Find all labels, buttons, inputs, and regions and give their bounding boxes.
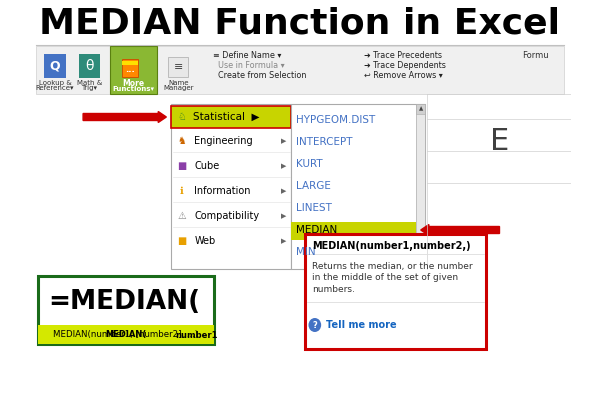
Text: LINEST: LINEST bbox=[296, 203, 332, 213]
Text: Web: Web bbox=[195, 236, 216, 246]
FancyBboxPatch shape bbox=[122, 59, 138, 77]
Text: in the middle of the set of given: in the middle of the set of given bbox=[312, 273, 458, 282]
Text: ⚠: ⚠ bbox=[177, 211, 186, 221]
Bar bbox=[122, 61, 138, 65]
Circle shape bbox=[308, 318, 321, 332]
FancyArrow shape bbox=[420, 225, 500, 235]
Text: Formu: Formu bbox=[522, 51, 549, 59]
Text: Statistical  ▶: Statistical ▶ bbox=[193, 112, 259, 122]
Bar bbox=[416, 104, 425, 269]
Text: MEDIAN(number1,number2,): MEDIAN(number1,number2,) bbox=[312, 241, 471, 251]
Text: ➜ Trace Dependents: ➜ Trace Dependents bbox=[364, 61, 446, 69]
Text: Name: Name bbox=[168, 80, 189, 86]
Text: Engineering: Engineering bbox=[195, 136, 253, 146]
Text: Trig▾: Trig▾ bbox=[81, 85, 98, 91]
Text: ▶: ▶ bbox=[282, 138, 287, 144]
Text: More: More bbox=[123, 79, 145, 89]
Text: MIN: MIN bbox=[296, 247, 316, 257]
Text: MEDIAN(number1, [number2], ...): MEDIAN(number1, [number2], ...) bbox=[53, 330, 198, 340]
Text: ↩ Remove Arrows ▾: ↩ Remove Arrows ▾ bbox=[364, 71, 443, 79]
Text: ■: ■ bbox=[177, 236, 186, 246]
Text: ℹ: ℹ bbox=[180, 186, 184, 196]
Text: ≡: ≡ bbox=[174, 62, 183, 72]
Text: ?: ? bbox=[313, 320, 317, 330]
Text: MEDIAN: MEDIAN bbox=[296, 225, 337, 235]
Bar bbox=[416, 104, 425, 114]
Text: ▶: ▶ bbox=[282, 163, 287, 169]
Text: numbers.: numbers. bbox=[312, 286, 355, 294]
Text: MEDIAN(: MEDIAN( bbox=[105, 330, 146, 340]
Text: Reference▾: Reference▾ bbox=[36, 85, 74, 91]
Bar bbox=[291, 104, 425, 269]
Text: MEDIAN Function in Excel: MEDIAN Function in Excel bbox=[39, 7, 560, 41]
Text: ♘: ♘ bbox=[177, 112, 186, 122]
Text: Cube: Cube bbox=[195, 161, 220, 171]
Text: Tell me more: Tell me more bbox=[326, 320, 397, 330]
Text: Compatibility: Compatibility bbox=[195, 211, 259, 221]
Text: =MEDIAN(: =MEDIAN( bbox=[49, 289, 201, 315]
Bar bbox=[36, 46, 564, 94]
Text: θ: θ bbox=[85, 59, 93, 73]
Text: E: E bbox=[490, 126, 509, 156]
FancyBboxPatch shape bbox=[168, 57, 188, 77]
FancyArrow shape bbox=[83, 111, 167, 122]
FancyBboxPatch shape bbox=[38, 276, 214, 344]
Bar bbox=[38, 325, 214, 344]
Text: Information: Information bbox=[195, 186, 251, 196]
FancyBboxPatch shape bbox=[78, 54, 100, 78]
Text: INTERCEPT: INTERCEPT bbox=[296, 137, 352, 147]
Text: KURT: KURT bbox=[296, 159, 322, 169]
FancyBboxPatch shape bbox=[44, 54, 66, 78]
Text: number1: number1 bbox=[176, 330, 218, 340]
Text: Lookup &: Lookup & bbox=[39, 80, 71, 86]
Text: ▶: ▶ bbox=[282, 188, 287, 194]
Text: Functions▾: Functions▾ bbox=[113, 86, 155, 92]
Text: Math &: Math & bbox=[77, 80, 102, 86]
Text: ▶: ▶ bbox=[282, 213, 287, 219]
Text: ♞: ♞ bbox=[177, 136, 186, 146]
Text: ➜ Trace Precedents: ➜ Trace Precedents bbox=[364, 51, 441, 59]
Text: Use in Formula ▾: Use in Formula ▾ bbox=[213, 61, 284, 69]
Text: ...: ... bbox=[125, 65, 135, 73]
Text: HYPGEOM.DIST: HYPGEOM.DIST bbox=[296, 115, 375, 125]
Text: LARGE: LARGE bbox=[296, 181, 331, 191]
Text: Manager: Manager bbox=[163, 85, 193, 91]
Text: Q: Q bbox=[50, 59, 60, 73]
Text: Create from Selection: Create from Selection bbox=[213, 71, 306, 79]
Text: ≡ Define Name ▾: ≡ Define Name ▾ bbox=[213, 51, 281, 59]
Text: ▶: ▶ bbox=[282, 238, 287, 244]
Bar bbox=[110, 46, 158, 94]
Bar bbox=[171, 104, 291, 269]
Text: ▲: ▲ bbox=[419, 107, 423, 111]
Bar bbox=[171, 106, 291, 128]
Bar bbox=[291, 222, 416, 240]
Text: Returns the median, or the number: Returns the median, or the number bbox=[312, 261, 473, 271]
Text: ■: ■ bbox=[177, 161, 186, 171]
FancyBboxPatch shape bbox=[305, 234, 486, 349]
Bar bbox=[171, 106, 291, 128]
